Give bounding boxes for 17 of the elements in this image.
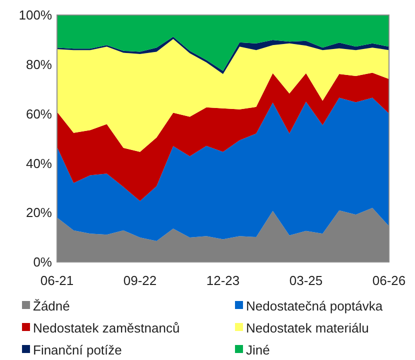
x-tick-label: 03-25 (289, 273, 323, 288)
x-tick-label: 09-22 (123, 273, 157, 288)
legend-label: Nedostatek materiálu (246, 320, 369, 336)
x-tick-label: 12-23 (206, 273, 240, 288)
y-tick-label: 60% (26, 106, 52, 122)
x-tick-label: 06-21 (40, 273, 74, 288)
legend-label: Finanční potíže (33, 342, 122, 358)
y-tick-label: 20% (26, 205, 52, 220)
y-tick-label: 0% (33, 254, 52, 270)
y-tick-label: 100% (18, 8, 52, 23)
x-tick-label: 06-26 (372, 273, 406, 288)
y-tick-label: 40% (26, 156, 52, 171)
legend-label: Nedostatečná poptávka (246, 298, 384, 314)
legend-label: Nedostatek zaměstnanců (33, 320, 180, 336)
legend-label: Žádné (33, 298, 70, 314)
y-tick-label: 80% (26, 56, 52, 72)
legend-label: Jiné (246, 342, 270, 358)
